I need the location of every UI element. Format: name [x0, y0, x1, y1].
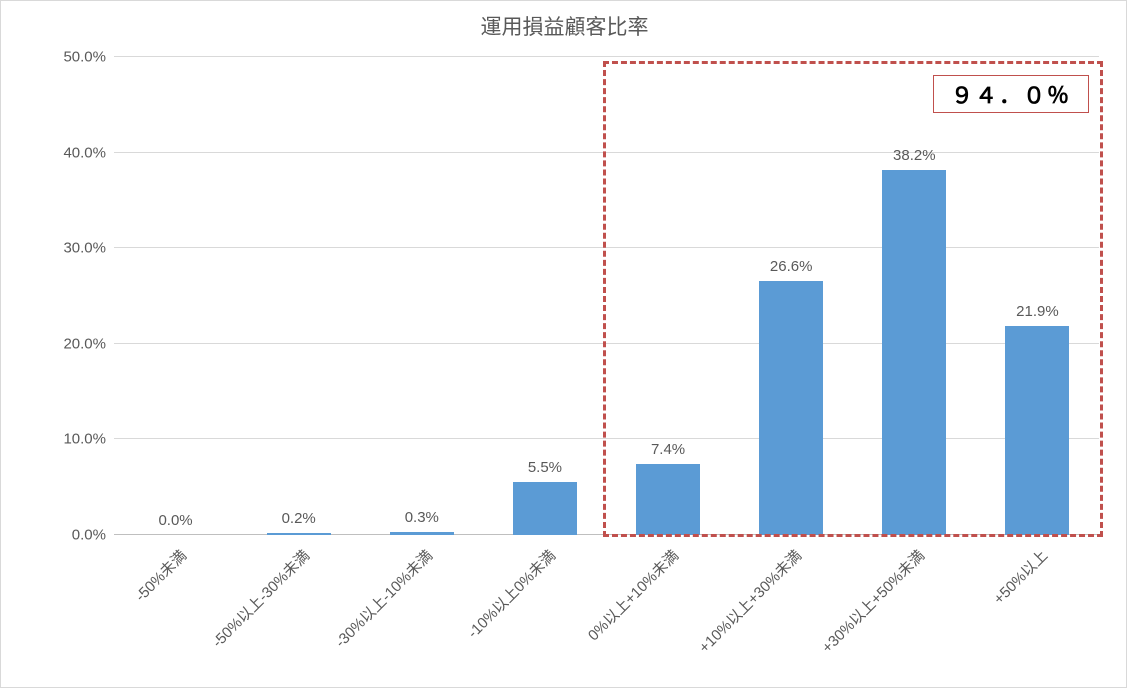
bar — [759, 281, 823, 535]
x-tick-label: +10%以上+30%未満 — [694, 545, 806, 657]
bar — [636, 464, 700, 535]
bar — [1005, 326, 1069, 535]
bar-slot: 0.3% — [390, 532, 454, 535]
bar — [267, 533, 331, 535]
y-tick-label: 30.0% — [63, 240, 114, 257]
highlight-total-label: ９４．０％ — [951, 78, 1071, 110]
y-tick-label: 0.0% — [72, 527, 114, 544]
bar-slot: 5.5% — [513, 482, 577, 535]
bar — [513, 482, 577, 535]
chart-frame: 運用損益顧客比率 0.0%10.0%20.0%30.0%40.0%50.0%0.… — [0, 0, 1127, 688]
y-tick-label: 40.0% — [63, 144, 114, 161]
bar-slot: 26.6% — [759, 281, 823, 535]
chart-title: 運用損益顧客比率 — [1, 11, 1127, 41]
bar-slot: 21.9% — [1005, 326, 1069, 535]
gridline — [114, 247, 1099, 248]
x-tick-label: -10%以上0%未満 — [462, 545, 559, 642]
bar-value-label: 0.2% — [282, 510, 316, 527]
x-axis-line — [114, 534, 1099, 535]
x-tick-label: +50%以上 — [989, 545, 1052, 608]
plot-area: 0.0%10.0%20.0%30.0%40.0%50.0%0.0%-50%未満0… — [114, 57, 1099, 535]
gridline — [114, 438, 1099, 439]
gridline — [114, 56, 1099, 57]
gridline — [114, 343, 1099, 344]
bar-slot: 38.2% — [882, 170, 946, 535]
bar-value-label: 26.6% — [770, 258, 813, 275]
bar-slot: 0.2% — [267, 533, 331, 535]
bar-value-label: 38.2% — [893, 147, 936, 164]
bar-value-label: 5.5% — [528, 459, 562, 476]
x-tick-label: 0%以上+10%未満 — [583, 545, 683, 645]
bar-value-label: 21.9% — [1016, 303, 1059, 320]
y-tick-label: 50.0% — [63, 49, 114, 66]
y-tick-label: 10.0% — [63, 431, 114, 448]
highlight-total-box: ９４．０％ — [933, 75, 1089, 113]
gridline — [114, 152, 1099, 153]
x-tick-label: -30%以上-10%未満 — [330, 545, 437, 652]
bar — [390, 532, 454, 535]
bar-value-label: 7.4% — [651, 441, 685, 458]
x-tick-label: -50%未満 — [130, 545, 191, 606]
bar-slot: 7.4% — [636, 464, 700, 535]
bar-value-label: 0.0% — [158, 512, 192, 529]
x-tick-label: +30%以上+50%未満 — [817, 545, 929, 657]
y-tick-label: 20.0% — [63, 335, 114, 352]
bar-value-label: 0.3% — [405, 509, 439, 526]
bar — [882, 170, 946, 535]
x-tick-label: -50%以上-30%未満 — [207, 545, 314, 652]
